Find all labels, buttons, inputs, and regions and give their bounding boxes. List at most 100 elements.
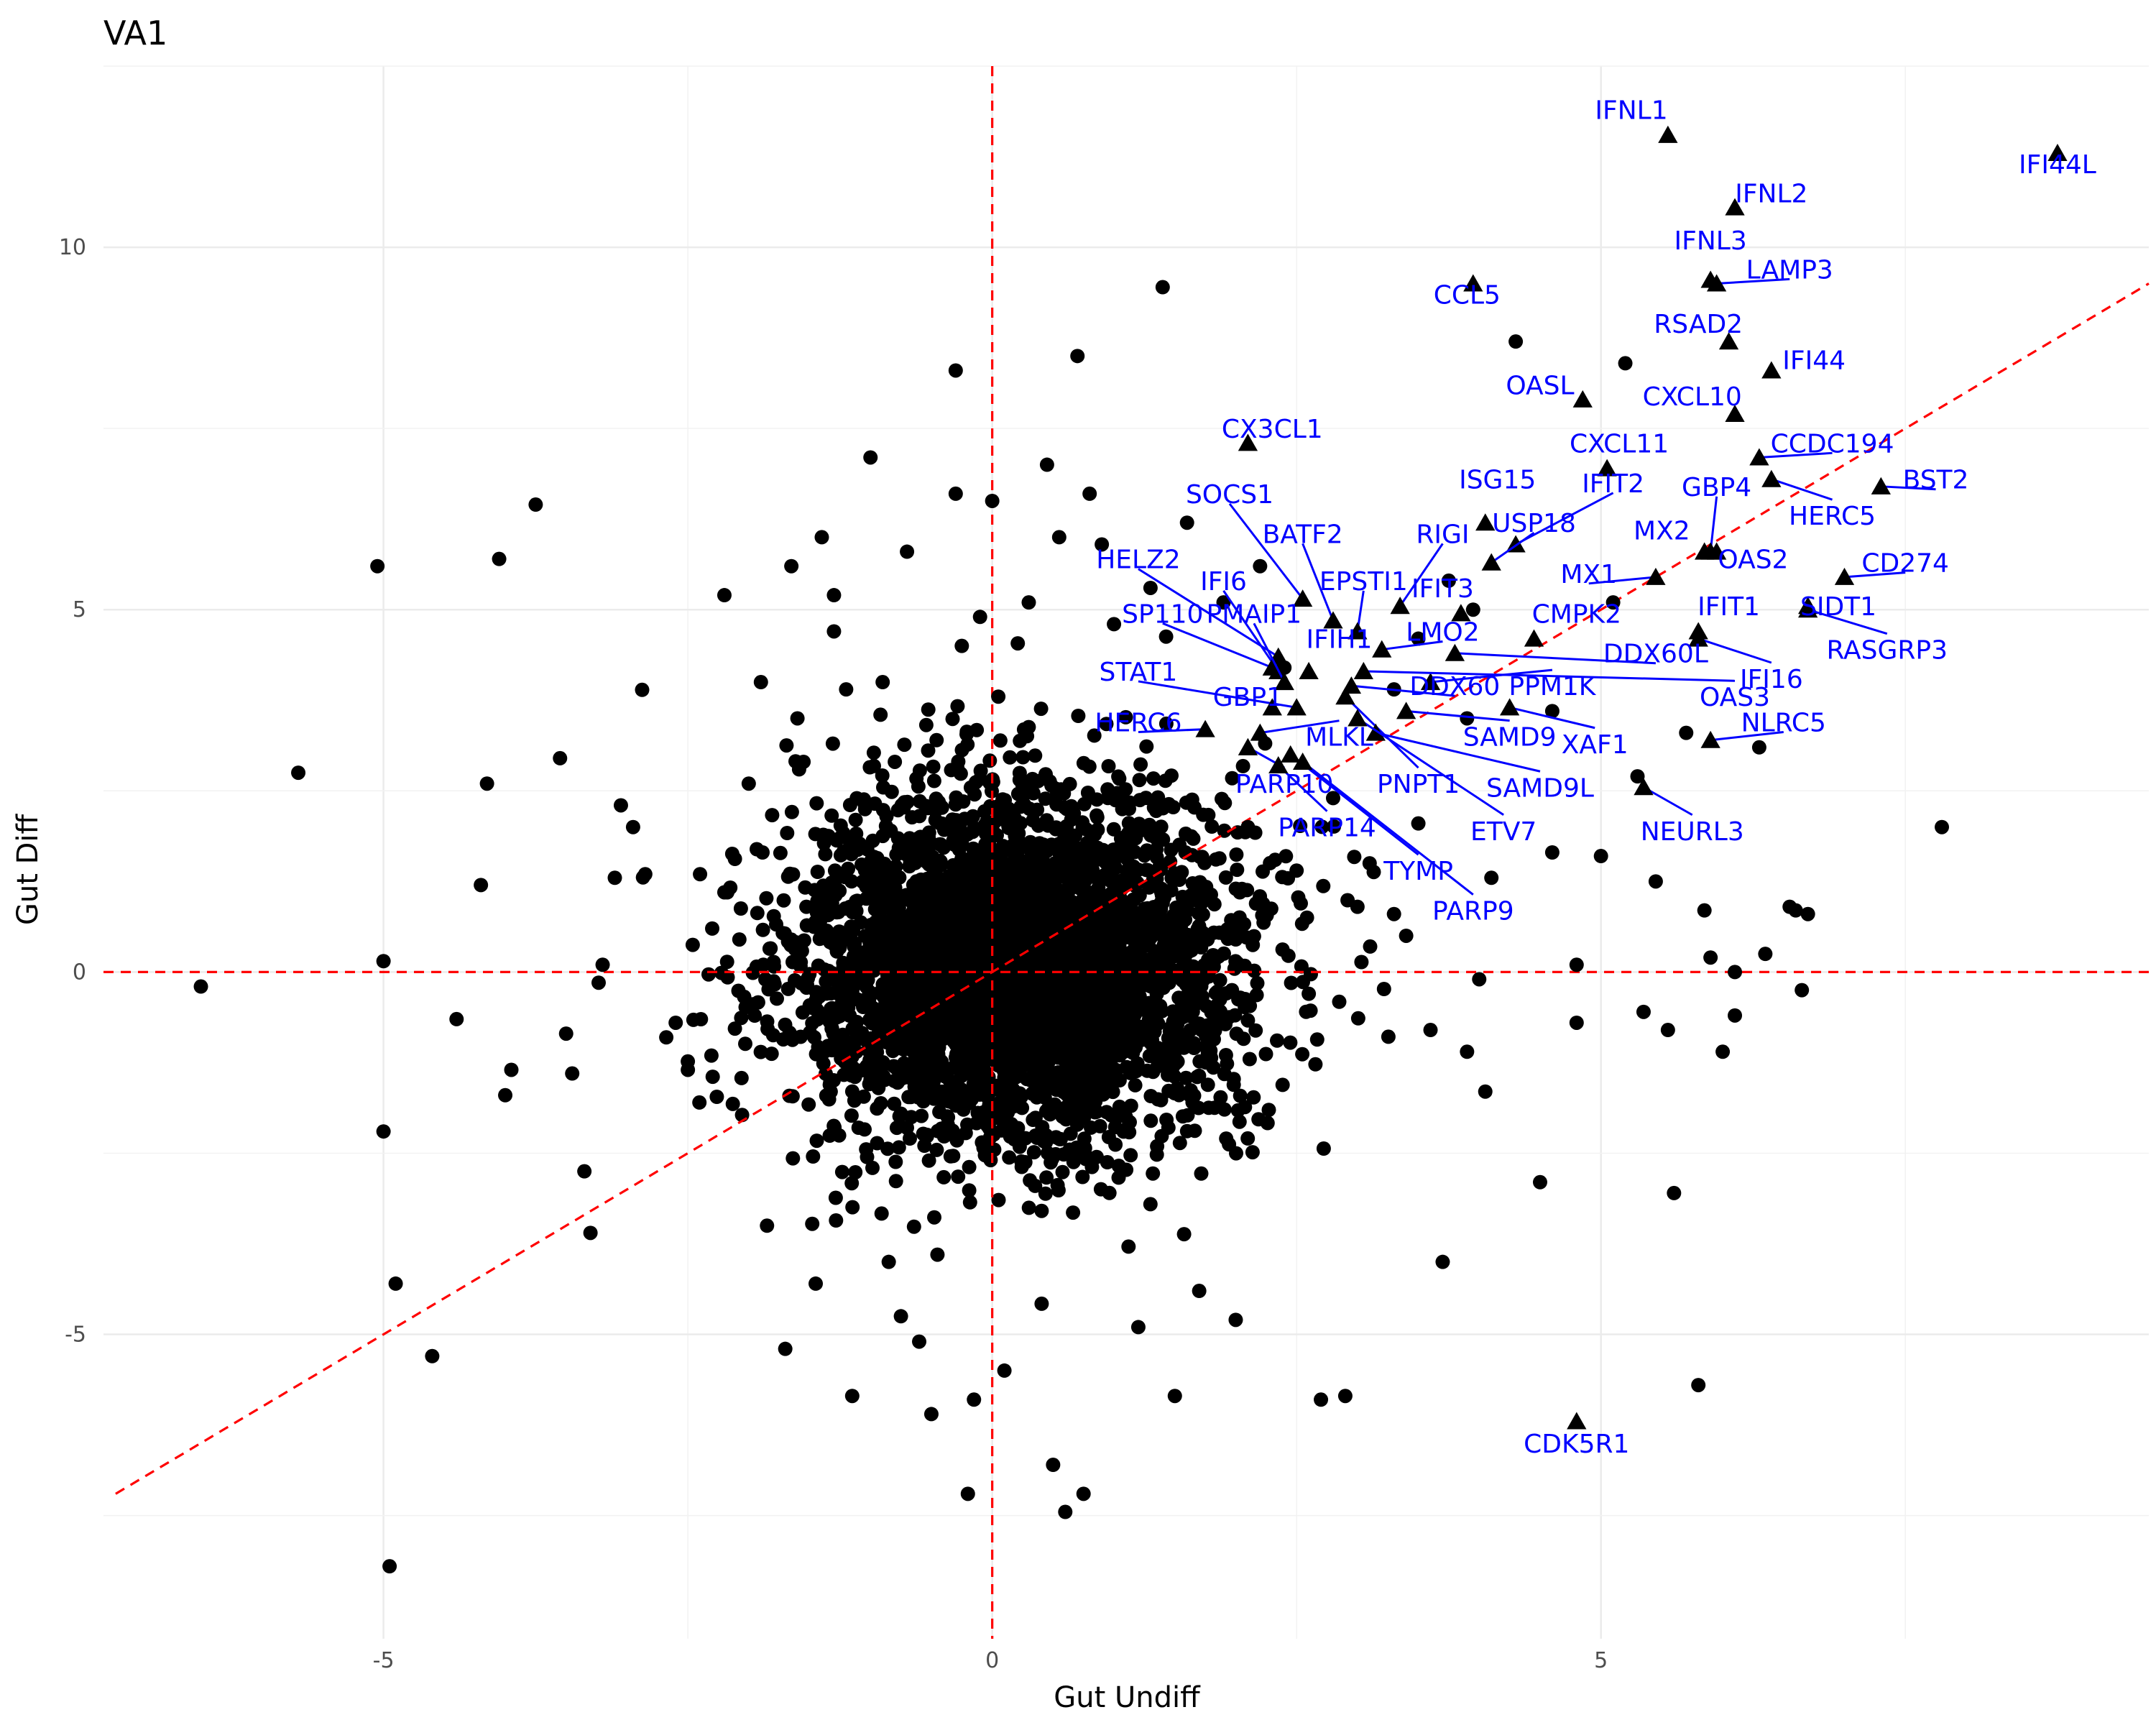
data-point bbox=[1728, 965, 1743, 980]
highlight-marker bbox=[1268, 756, 1289, 774]
data-point bbox=[1093, 1182, 1108, 1197]
highlight-marker bbox=[1725, 198, 1745, 216]
label-leader-line bbox=[1588, 576, 1657, 585]
label-leader-line bbox=[1697, 638, 1772, 664]
data-point bbox=[1015, 750, 1031, 765]
gene-label: USP18 bbox=[1492, 509, 1576, 538]
data-point bbox=[892, 1041, 907, 1056]
data-point bbox=[977, 804, 992, 819]
data-point bbox=[939, 901, 954, 916]
data-point bbox=[1039, 457, 1054, 472]
highlight-marker bbox=[1646, 567, 1666, 585]
data-point bbox=[1107, 617, 1122, 632]
data-point bbox=[786, 954, 800, 970]
data-point bbox=[875, 675, 890, 690]
data-point bbox=[1041, 1055, 1056, 1070]
data-point bbox=[1354, 954, 1369, 970]
data-point bbox=[1035, 852, 1050, 867]
data-point bbox=[948, 363, 963, 378]
data-point bbox=[1109, 964, 1123, 979]
data-point bbox=[1134, 822, 1149, 837]
data-point bbox=[980, 893, 995, 908]
data-point bbox=[1084, 1098, 1100, 1113]
data-point bbox=[1008, 828, 1023, 843]
data-point bbox=[941, 961, 957, 976]
data-point bbox=[985, 971, 1000, 986]
data-point bbox=[870, 850, 885, 865]
highlight-marker bbox=[1238, 737, 1258, 755]
data-point bbox=[1153, 819, 1169, 834]
data-point bbox=[1284, 975, 1299, 990]
data-point bbox=[1283, 1035, 1298, 1050]
data-point bbox=[908, 840, 923, 855]
data-point bbox=[879, 1035, 894, 1049]
data-point bbox=[1051, 1183, 1066, 1197]
data-point bbox=[873, 707, 888, 722]
data-point bbox=[1478, 1084, 1493, 1099]
data-point bbox=[824, 808, 839, 823]
data-point bbox=[922, 1063, 937, 1078]
data-point bbox=[1140, 974, 1155, 989]
data-point bbox=[704, 1048, 719, 1063]
data-point bbox=[776, 893, 791, 908]
data-point bbox=[1161, 1120, 1176, 1135]
data-point bbox=[1508, 334, 1524, 349]
data-point bbox=[745, 997, 760, 1012]
data-point bbox=[920, 841, 935, 856]
data-point bbox=[1082, 921, 1097, 936]
data-point bbox=[1012, 1136, 1027, 1151]
gene-label: GBP1 bbox=[1213, 683, 1283, 712]
data-point bbox=[1184, 829, 1199, 844]
data-point bbox=[967, 787, 982, 802]
gene-label: LMO2 bbox=[1406, 617, 1479, 647]
y-axis-title: Gut Diff bbox=[11, 813, 45, 925]
data-point bbox=[1350, 899, 1365, 914]
data-point bbox=[930, 1247, 945, 1262]
data-point bbox=[802, 967, 817, 982]
data-point bbox=[807, 1030, 821, 1045]
data-point bbox=[916, 914, 931, 929]
data-point bbox=[685, 937, 700, 952]
data-point bbox=[1240, 1013, 1256, 1028]
data-point bbox=[709, 1090, 724, 1104]
data-point bbox=[897, 737, 912, 753]
highlight-marker bbox=[1250, 723, 1270, 741]
data-point bbox=[1246, 929, 1261, 944]
highlight-marker bbox=[1335, 687, 1355, 705]
data-point bbox=[1029, 1082, 1044, 1097]
gene-label: EPSTI1 bbox=[1319, 567, 1408, 597]
data-point bbox=[950, 699, 965, 714]
data-point bbox=[954, 996, 969, 1011]
data-point bbox=[1171, 1087, 1187, 1103]
highlight-marker bbox=[1658, 125, 1678, 143]
data-point bbox=[1185, 1004, 1200, 1019]
data-point bbox=[995, 839, 1010, 854]
data-point bbox=[1258, 1046, 1273, 1062]
gene-label: IFIH1 bbox=[1306, 625, 1372, 655]
data-point bbox=[911, 991, 926, 1006]
data-point bbox=[382, 1559, 397, 1574]
data-point bbox=[906, 1219, 921, 1234]
data-point bbox=[829, 1213, 844, 1228]
data-point bbox=[967, 1033, 982, 1048]
data-point bbox=[954, 638, 969, 653]
data-point bbox=[826, 588, 842, 603]
gene-label: RASGRP3 bbox=[1826, 636, 1948, 666]
data-point bbox=[1411, 816, 1426, 831]
data-point bbox=[841, 929, 856, 944]
data-point bbox=[1309, 1032, 1325, 1047]
data-point bbox=[1149, 987, 1164, 1002]
data-point bbox=[1092, 986, 1107, 1001]
data-point bbox=[1114, 789, 1129, 804]
data-point bbox=[1191, 881, 1206, 896]
data-point bbox=[1091, 957, 1106, 972]
data-point bbox=[1061, 916, 1077, 931]
data-point bbox=[1156, 1059, 1171, 1074]
gene-label: PPM1K bbox=[1508, 672, 1596, 702]
highlight-marker bbox=[1463, 274, 1483, 292]
data-point bbox=[808, 827, 823, 842]
y-tick-label: 10 bbox=[59, 235, 86, 260]
highlight-marker bbox=[1281, 745, 1301, 763]
gene-label: CXCL10 bbox=[1643, 382, 1742, 412]
highlight-marker bbox=[1706, 542, 1727, 560]
